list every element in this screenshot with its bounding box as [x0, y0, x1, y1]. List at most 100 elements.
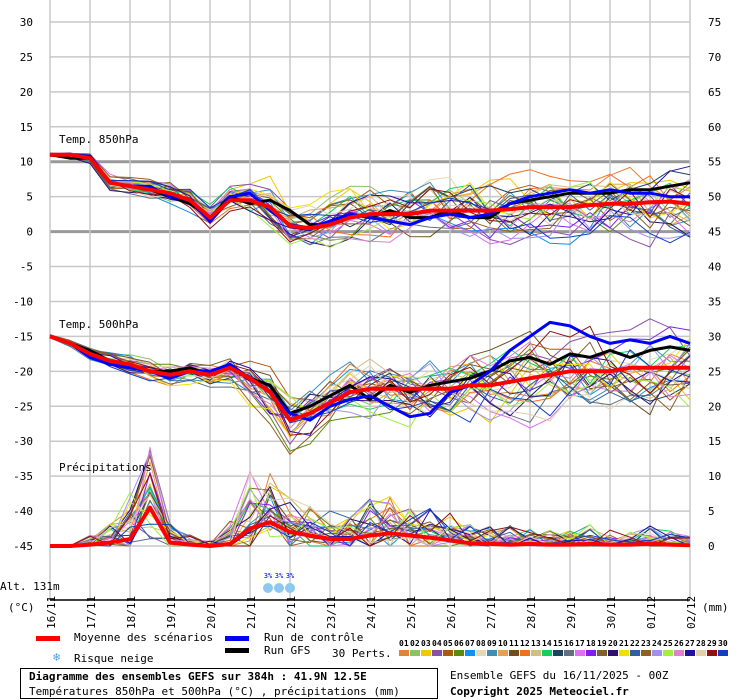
pert-color-swatch: [674, 650, 684, 656]
left-axis-unit: (°C): [8, 601, 35, 614]
left-tick-label: 30: [20, 16, 33, 29]
pert-color-swatch: [454, 650, 464, 656]
t500-panel-label: Temp. 500hPa: [59, 318, 138, 331]
right-tick-label: 25: [708, 365, 721, 378]
pert-number: 05: [443, 639, 453, 648]
pert-15-precip-line: [50, 491, 690, 547]
right-tick-label: 15: [708, 435, 721, 448]
left-tick-label: -25: [13, 400, 33, 413]
title-box: Diagramme des ensembles GEFS sur 384h : …: [20, 668, 438, 699]
pert-number: 03: [421, 639, 431, 648]
pert-color-swatch: [399, 650, 409, 656]
altitude-label: Alt. 131m: [0, 580, 60, 593]
left-tick-label: 20: [20, 86, 33, 99]
date-tick-label: 27/11: [485, 596, 498, 629]
pert-13-t850-line: [49, 152, 691, 235]
right-tick-label: 40: [708, 261, 721, 274]
pert-number: 23: [641, 639, 651, 648]
pert-color-swatch: [509, 650, 519, 656]
snow-legend-label: Risque neige: [74, 652, 154, 665]
pert-number: 01: [399, 639, 409, 648]
pert-number: 11: [509, 639, 519, 648]
date-tick-label: 23/11: [325, 596, 338, 629]
pert-29-t850-line: [49, 153, 691, 243]
left-tick-label: 10: [20, 156, 33, 169]
pert-color-swatch: [432, 650, 442, 656]
right-tick-label: 20: [708, 400, 721, 413]
right-tick-label: 10: [708, 470, 721, 483]
pert-28-t850-line: [49, 152, 691, 224]
mean-t850-line: [50, 152, 691, 231]
pert-color-swatch: [443, 650, 453, 656]
pert-color-swatch: [663, 650, 673, 656]
date-tick-label: 26/11: [445, 596, 458, 629]
pert-color-swatch: [707, 650, 717, 656]
pert-color-swatch: [597, 650, 607, 656]
pert-color-swatch: [718, 650, 728, 656]
pert-23-t850-line: [49, 152, 691, 240]
left-tick-label: -45: [13, 540, 33, 553]
pert-color-swatch: [652, 650, 662, 656]
pert-number: 12: [520, 639, 530, 648]
pert-number: 27: [685, 639, 695, 648]
pert-number: 24: [652, 639, 662, 648]
chart-subtitle: Températures 850hPa et 500hPa (°C) , pré…: [29, 685, 400, 698]
t850-panel-label: Temp. 850hPa: [59, 133, 138, 146]
left-tick-label: -35: [13, 470, 33, 483]
left-tick-label: -15: [13, 330, 33, 343]
right-tick-label: 35: [708, 295, 721, 308]
left-tick-label: -30: [13, 435, 33, 448]
copyright: Copyright 2025 Meteociel.fr: [450, 685, 629, 698]
run-info: Ensemble GEFS du 16/11/2025 - 00Z: [450, 669, 669, 682]
snow-risk-icon: [274, 583, 284, 593]
date-tick-label: 17/11: [85, 596, 98, 629]
pert-color-swatch: [542, 650, 552, 656]
right-tick-label: 55: [708, 156, 721, 169]
pert-30-precip-line: [50, 508, 691, 547]
left-tick-label: -20: [13, 365, 33, 378]
pert-color-swatch: [586, 650, 596, 656]
date-tick-label: 16/11: [45, 596, 58, 629]
pert-number: 21: [619, 639, 629, 648]
date-tick-label: 30/11: [605, 596, 618, 629]
pert-number: 26: [674, 639, 684, 648]
pert-number: 06: [454, 639, 464, 648]
pert-number: 09: [487, 639, 497, 648]
left-tick-label: 15: [20, 121, 33, 134]
pert-number: 25: [663, 639, 673, 648]
date-tick-label: 20/11: [205, 596, 218, 629]
pert-number: 30: [718, 639, 728, 648]
pert-30-t850-line: [49, 154, 691, 244]
pert-25-t850-line: [49, 153, 691, 249]
mean-legend-label: Moyenne des scénarios: [74, 631, 214, 644]
pert-color-swatch: [465, 650, 475, 656]
pert-number: 29: [707, 639, 717, 648]
right-tick-label: 70: [708, 51, 721, 64]
pert-number: 19: [597, 639, 607, 648]
right-tick-label: 65: [708, 86, 721, 99]
mean-precip-line: [50, 505, 691, 548]
pert-color-swatch: [553, 650, 563, 656]
pert-number: 08: [476, 639, 486, 648]
precip-panel-label: Précipitations: [59, 461, 152, 474]
left-tick-label: 25: [20, 51, 33, 64]
snow-risk-label: 3%: [286, 572, 295, 580]
pert-color-swatch: [608, 650, 618, 656]
pert-color-swatch: [531, 650, 541, 656]
left-tick-label: 0: [26, 226, 33, 239]
pert-color-swatch: [564, 650, 574, 656]
mean-t500-line: [49, 334, 690, 423]
mean-legend-swatch: [36, 636, 60, 641]
snow-risk-label: 3%: [264, 572, 273, 580]
pert-22-precip-line: [50, 498, 691, 547]
pert-color-swatch: [498, 650, 508, 656]
pert-number: 14: [542, 639, 552, 648]
pert-number: 15: [553, 639, 563, 648]
pert-color-swatch: [619, 650, 629, 656]
snowflake-icon: ❄: [53, 650, 61, 664]
date-tick-label: 29/11: [565, 596, 578, 629]
pert-color-swatch: [487, 650, 497, 656]
pert-number: 17: [575, 639, 585, 648]
date-tick-label: 24/11: [365, 596, 378, 629]
left-tick-label: -10: [13, 295, 33, 308]
